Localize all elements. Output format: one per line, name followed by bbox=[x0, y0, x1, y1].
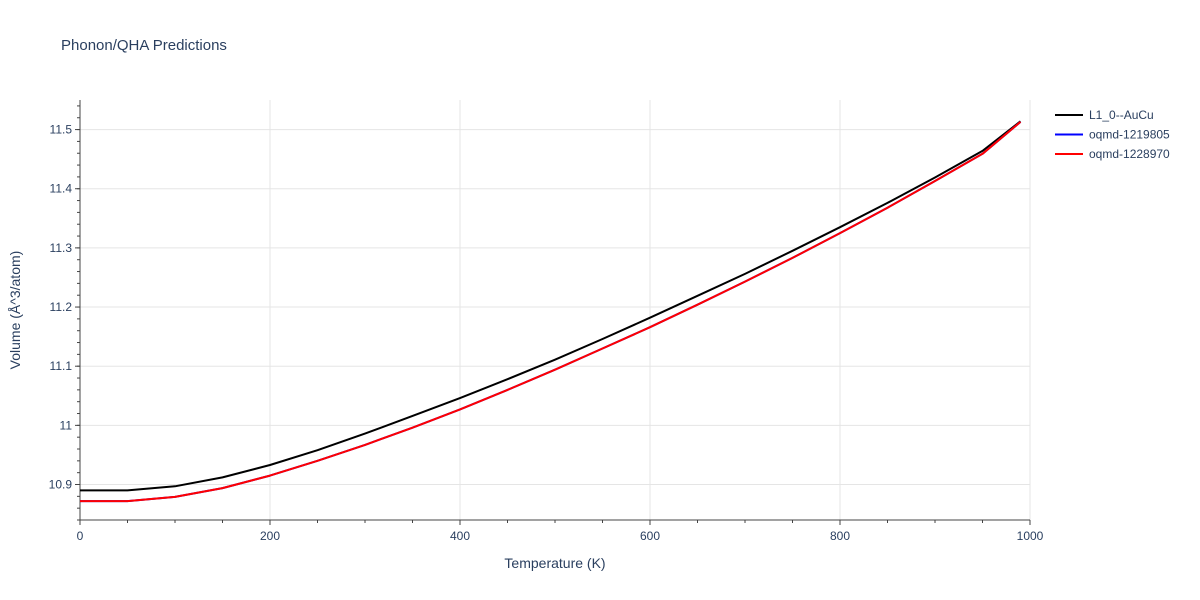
legend-label: oqmd-1219805 bbox=[1089, 128, 1170, 142]
y-tick-label: 11.1 bbox=[50, 359, 73, 373]
series-line-1[interactable] bbox=[80, 120, 1022, 492]
x-tick-label: 0 bbox=[77, 529, 84, 543]
y-tick-label: 11.4 bbox=[50, 182, 73, 196]
chart-title: Phonon/QHA Predictions bbox=[61, 37, 227, 54]
legend-label: oqmd-1228970 bbox=[1089, 147, 1170, 161]
legend-label: L1_0--AuCu bbox=[1089, 108, 1154, 122]
y-tick-label: 11.2 bbox=[50, 300, 73, 314]
x-tick-label: 200 bbox=[260, 529, 280, 543]
y-tick-label: 11 bbox=[60, 418, 73, 432]
axes: 0 200 400 600 800 1000 10.9 11 11.1 11.2 11.3 11.4 1… bbox=[49, 100, 1044, 543]
grid bbox=[80, 100, 1031, 520]
series-group bbox=[80, 120, 1022, 503]
x-tick-label: 1000 bbox=[1017, 529, 1044, 543]
y-tick-label: 11.5 bbox=[50, 123, 73, 137]
y-tick-label: 11.3 bbox=[50, 241, 73, 255]
series-line-3[interactable] bbox=[80, 121, 1022, 503]
legend-item-3[interactable]: oqmd-1228970 bbox=[1055, 147, 1170, 161]
legend-item-2[interactable]: oqmd-1219805 bbox=[1055, 128, 1170, 142]
x-tick-label: 600 bbox=[640, 529, 660, 543]
legend[interactable]: L1_0--AuCu oqmd-1219805 oqmd-1228970 bbox=[1055, 108, 1170, 161]
x-tick-label: 800 bbox=[830, 529, 850, 543]
series-line-2[interactable] bbox=[80, 121, 1022, 503]
x-tick-label: 400 bbox=[450, 529, 470, 543]
legend-item-1[interactable]: L1_0--AuCu bbox=[1055, 108, 1154, 122]
x-axis-title: Temperature (K) bbox=[504, 555, 605, 571]
y-axis-title: Volume (Å^3/atom) bbox=[7, 251, 23, 370]
y-tick-label: 10.9 bbox=[49, 478, 73, 492]
